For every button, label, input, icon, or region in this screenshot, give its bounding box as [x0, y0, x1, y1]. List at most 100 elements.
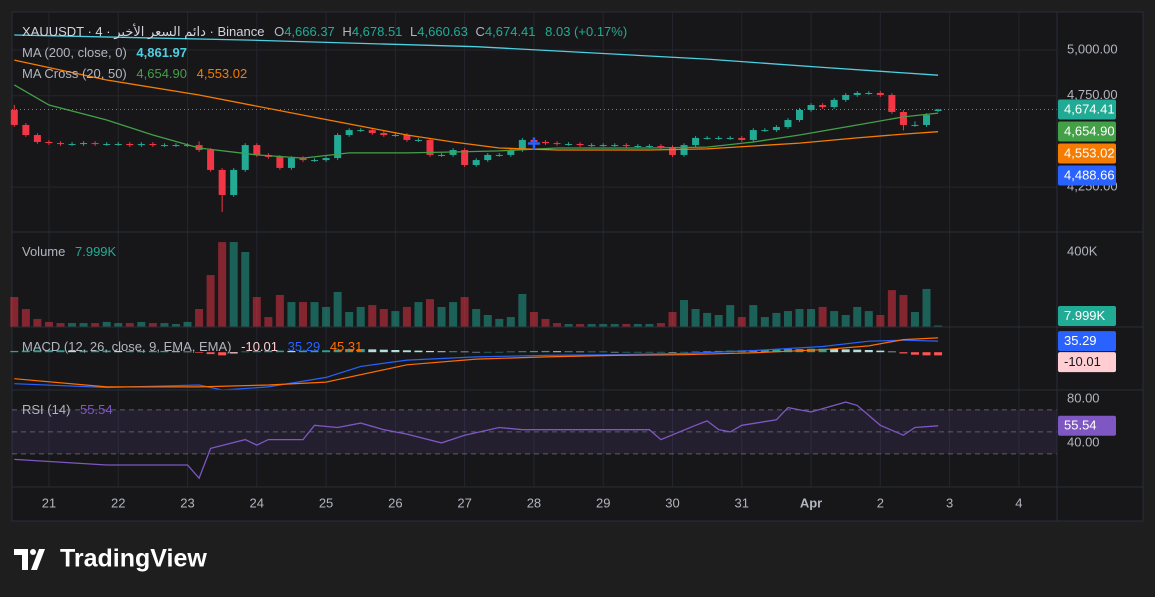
macd-histogram-bar — [553, 351, 562, 353]
moving-average-line — [13, 84, 939, 159]
volume-bar — [252, 297, 261, 327]
symbol-legend: XAUUSDT · 4 · دائم السعر الأخير · Binanc… — [22, 23, 627, 40]
candle-body — [438, 154, 446, 156]
macd-histogram-bar — [356, 349, 365, 353]
macd-histogram-bar — [633, 351, 642, 353]
indicator-value: 45.31 — [330, 339, 363, 354]
candle-body — [819, 105, 827, 108]
moving-average-line — [14, 34, 939, 76]
volume-bar — [495, 318, 504, 327]
candle-body — [726, 137, 734, 139]
macd-histogram-bar — [506, 351, 515, 353]
candle-body — [184, 145, 192, 147]
candle-body — [56, 143, 64, 145]
y-tick-label: 5,000.00 — [1067, 41, 1118, 56]
ma200-legend: MA (200, close, 0) 4,861.97 — [22, 45, 187, 60]
volume-bar — [218, 242, 227, 327]
volume-bar — [437, 306, 446, 327]
symbol-title: XAUUSDT · 4 · دائم السعر الأخير · Binanc… — [22, 23, 264, 40]
volume-bar — [44, 321, 53, 327]
candle-body — [588, 145, 596, 147]
price-tag — [1058, 143, 1116, 164]
volume-bar — [483, 315, 492, 327]
macd-histogram-bar — [934, 352, 943, 356]
volume-bar — [772, 312, 781, 327]
price-tag — [1058, 306, 1116, 326]
macd-histogram-bar — [391, 349, 400, 353]
volume-bar — [541, 318, 550, 327]
x-tick-label: 24 — [250, 495, 264, 510]
volume-bar — [818, 306, 827, 327]
candle-body — [807, 105, 815, 110]
macd-histogram-bar — [79, 350, 88, 353]
volume-bar — [795, 309, 804, 327]
candle-body — [853, 92, 861, 95]
volume-bar — [645, 324, 654, 327]
volume-bar — [610, 324, 619, 327]
candle-body — [507, 150, 515, 155]
volume-bar — [426, 299, 434, 327]
candle-body — [80, 143, 88, 145]
candle-body — [611, 145, 619, 147]
candle-body — [368, 130, 376, 134]
volume-bar — [737, 317, 746, 327]
candle-body — [772, 126, 780, 131]
price-tag-label: 4,654.90 — [1064, 123, 1115, 138]
price-tag-label: -10.01 — [1064, 354, 1101, 369]
brand-logo-dot — [30, 549, 36, 555]
x-tick-label: 26 — [388, 495, 402, 510]
y-tick-label: 400K — [1067, 243, 1098, 258]
volume-bar — [298, 302, 307, 327]
macd-histogram-bar — [171, 351, 180, 353]
candle-body — [126, 143, 134, 146]
macd-histogram-bar — [864, 349, 873, 353]
price-tag-label: 4,553.02 — [1064, 145, 1115, 160]
price-tag — [1058, 352, 1116, 373]
x-tick-label: 3 — [946, 495, 953, 510]
indicator-name: RSI (14) — [22, 402, 70, 417]
candle-body — [322, 158, 330, 161]
volume-bar — [333, 291, 342, 327]
volume-bar — [183, 321, 192, 327]
volume-bar — [414, 302, 423, 327]
candle-body — [657, 145, 665, 148]
candle-body — [888, 94, 896, 112]
volume-bar — [10, 297, 19, 327]
volume-bar — [841, 315, 850, 327]
volume-bar — [853, 306, 862, 327]
macd-histogram-bar — [541, 350, 550, 353]
candle-body — [565, 143, 573, 145]
volume-bar — [125, 323, 134, 327]
x-tick-label: 21 — [42, 495, 56, 510]
x-tick-label: 2 — [877, 495, 884, 510]
x-tick-label: 4 — [1015, 495, 1022, 510]
macd-histogram-bar — [298, 350, 307, 353]
macd-histogram-bar — [33, 350, 42, 353]
volume-legend: Volume 7.999K — [22, 244, 117, 259]
macd-histogram-bar — [379, 349, 388, 353]
macd-histogram-bar — [10, 350, 19, 353]
candle-body — [553, 143, 561, 145]
price-tag — [1058, 99, 1116, 120]
candle-body — [380, 133, 388, 136]
candle-body — [911, 124, 919, 126]
brand-logo — [14, 549, 45, 570]
macd-histogram-bar — [218, 352, 227, 356]
macd-histogram-bar — [564, 351, 573, 353]
candle-body — [311, 160, 319, 162]
volume-bar — [171, 324, 180, 327]
macd-histogram-bar — [899, 352, 908, 354]
macd-histogram-bar — [102, 350, 111, 353]
macd-histogram-bar — [668, 352, 677, 353]
volume-bar — [264, 317, 273, 327]
volume-bar — [356, 306, 365, 327]
macd-histogram-bar — [703, 351, 712, 353]
indicator-value: 55.54 — [80, 402, 113, 417]
candle-body — [299, 158, 307, 161]
candle-body — [634, 145, 642, 147]
ohlc-value: 4,666.37 — [284, 24, 335, 39]
volume-bar — [656, 323, 665, 327]
volume-bar — [934, 325, 943, 327]
signal-line — [14, 337, 939, 388]
price-tag — [1058, 331, 1116, 352]
